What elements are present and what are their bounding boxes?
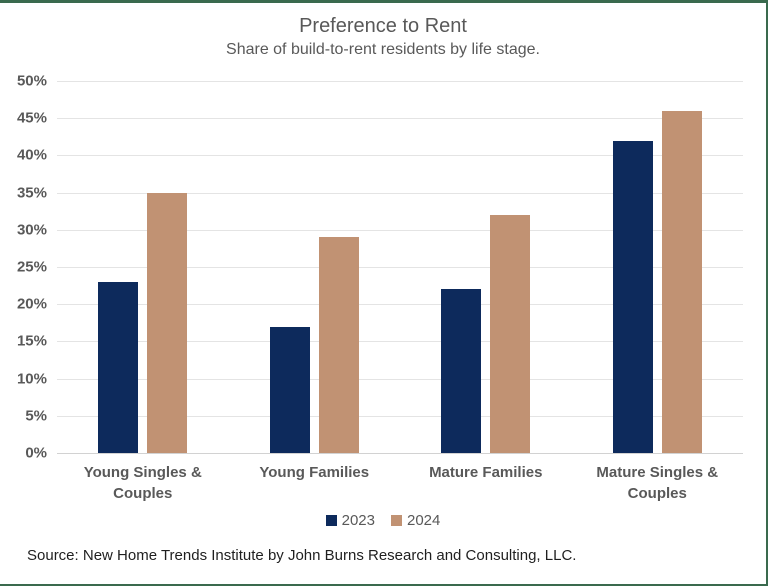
bar-2023 <box>441 289 482 453</box>
gridline <box>57 155 743 157</box>
x-axis-labels: Young Singles & Couples Young Families Mat… <box>57 462 743 504</box>
x-axis-line <box>57 453 743 454</box>
gridline <box>57 378 743 380</box>
x-category-label: Young Families <box>259 464 370 481</box>
bar-2023 <box>98 281 139 453</box>
legend-swatch-icon <box>391 515 402 526</box>
y-tick-label: 45% <box>16 109 47 127</box>
plot-area <box>57 81 743 454</box>
y-tick-label: 10% <box>16 370 47 388</box>
y-tick-label: 25% <box>16 258 47 276</box>
bar-2024 <box>318 237 359 453</box>
bar-group <box>572 81 744 453</box>
gridline <box>57 118 743 120</box>
x-category-label: Mature Families <box>429 464 543 481</box>
bar-2024 <box>147 192 188 453</box>
x-category-label: Mature Singles & Couples <box>596 464 719 502</box>
gridline <box>57 267 743 268</box>
legend-label: 2023 <box>341 512 375 529</box>
y-tick-label: 20% <box>16 295 47 313</box>
bar-group <box>57 81 229 453</box>
bar-2023 <box>612 140 653 453</box>
y-tick-label: 0% <box>25 444 47 462</box>
y-tick-label: 35% <box>16 184 47 202</box>
y-tick-label: 50% <box>16 72 47 90</box>
legend-swatch-icon <box>325 515 337 526</box>
y-tick-label: 40% <box>16 146 47 164</box>
gridline <box>57 229 743 231</box>
bars-row <box>57 81 743 453</box>
bar-2023 <box>269 326 310 453</box>
chart-subtitle: Share of build-to-rent residents by life… <box>226 41 540 58</box>
bar-2024 <box>490 214 531 453</box>
x-category-label: Young Singles & Couples <box>83 464 202 502</box>
chart-title: Preference to Rent <box>299 15 467 37</box>
gridline <box>57 304 743 306</box>
bar-chart: 50% 45% 40% 35% 30% 25% 20% 15% 10% 5% 0% Young Si… <box>0 73 766 529</box>
bar-group <box>229 81 401 453</box>
gridline <box>57 341 743 343</box>
legend-label: 2024 <box>407 512 441 529</box>
gridline <box>57 415 743 417</box>
source-note: Source: New Home Trends Institute by Joh… <box>27 547 577 564</box>
y-axis: 50% 45% 40% 35% 30% 25% 20% 15% 10% 5% 0% <box>0 73 47 462</box>
gridline <box>57 192 743 194</box>
bar-group <box>400 81 572 453</box>
bar-2024 <box>661 110 702 453</box>
y-tick-label: 5% <box>25 407 47 425</box>
chart-legend: 2023 2024 <box>0 512 766 529</box>
legend-item-2023: 2023 <box>325 512 375 529</box>
y-tick-label: 15% <box>16 332 47 350</box>
gridline <box>57 81 743 82</box>
legend-item-2024: 2024 <box>391 512 440 529</box>
y-tick-label: 30% <box>16 221 47 239</box>
chart-header: Preference to Rent Share of build-to-ren… <box>0 3 766 61</box>
